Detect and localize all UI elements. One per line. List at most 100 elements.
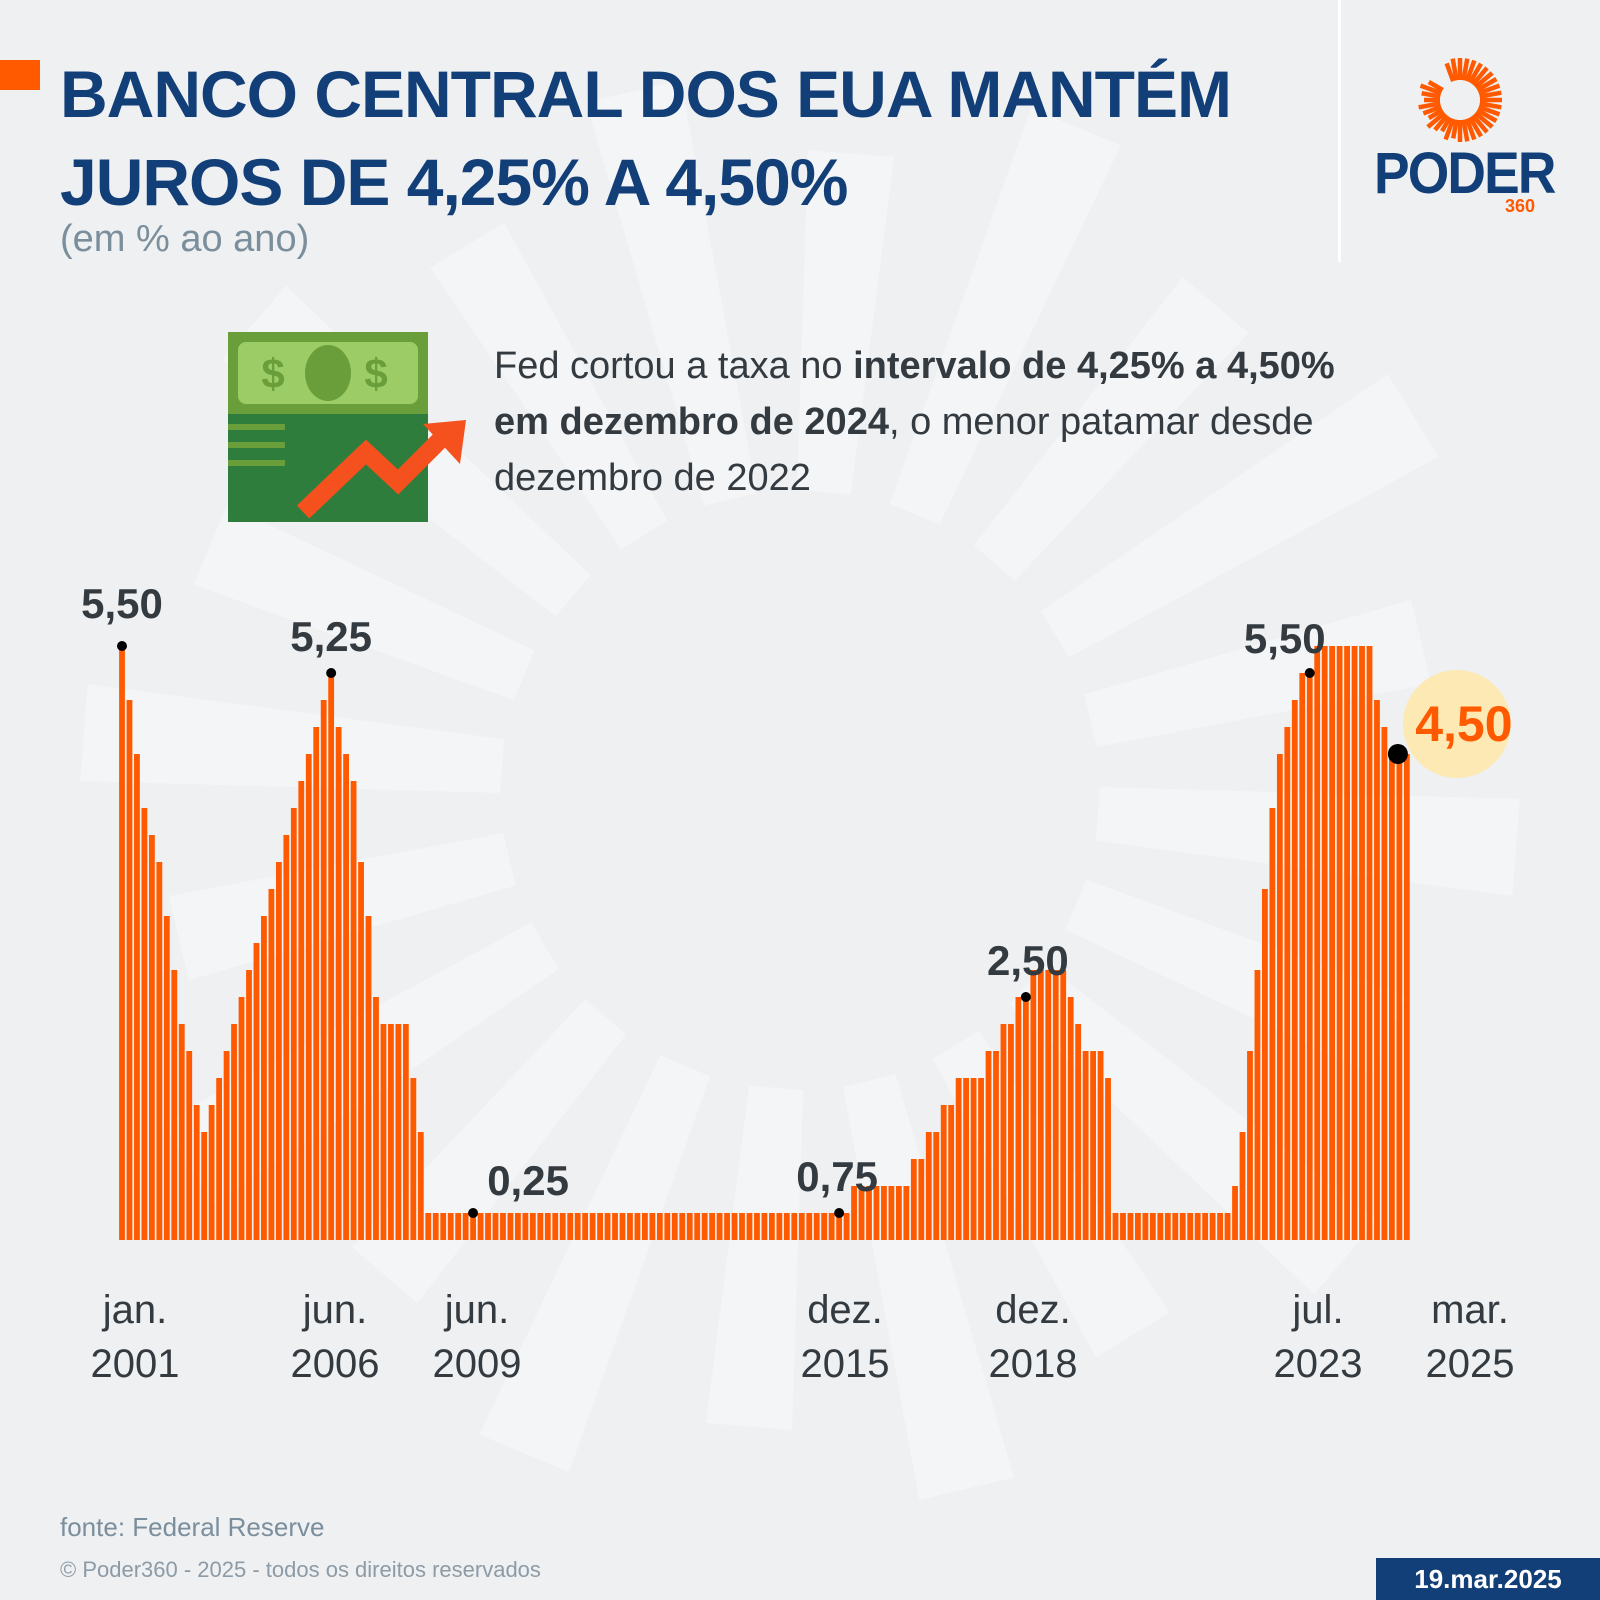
bar xyxy=(1202,1213,1209,1240)
bar xyxy=(373,997,379,1240)
bar xyxy=(1269,808,1276,1240)
bar xyxy=(1224,1213,1231,1240)
bar xyxy=(343,754,349,1240)
bar xyxy=(507,1213,514,1240)
logo-number: 360 xyxy=(1505,196,1536,216)
bar xyxy=(1037,970,1044,1240)
bar xyxy=(1090,1051,1096,1240)
bar xyxy=(1403,754,1410,1240)
logo-ray xyxy=(1450,58,1459,81)
logo-ray xyxy=(1443,118,1456,141)
data-label: 5,50 xyxy=(1244,615,1326,662)
bar xyxy=(134,754,140,1240)
logo-ray xyxy=(1419,83,1442,96)
bar xyxy=(320,700,327,1240)
data-label: 5,50 xyxy=(81,580,163,627)
logo-ray xyxy=(1444,62,1456,82)
bar xyxy=(1291,700,1298,1240)
x-tick-year: 2025 xyxy=(1426,1342,1515,1386)
bar xyxy=(1262,889,1268,1240)
bar xyxy=(1187,1213,1194,1240)
bar xyxy=(1149,1213,1156,1240)
data-label: 0,25 xyxy=(487,1157,569,1204)
bar xyxy=(634,1213,641,1240)
bar xyxy=(604,1213,611,1240)
background-ray xyxy=(973,276,1249,581)
annotation-note: Fed cortou a taxa no intervalo de 4,25% … xyxy=(494,338,1394,506)
bar xyxy=(193,1105,200,1240)
bar xyxy=(836,1213,843,1240)
bar xyxy=(275,862,282,1240)
data-marker xyxy=(468,1208,479,1218)
bar xyxy=(970,1078,977,1240)
bar xyxy=(1381,727,1388,1240)
page-title: BANCO CENTRAL DOS EUA MANTÉM JUROS DE 4,… xyxy=(60,50,1232,226)
bar xyxy=(253,943,260,1240)
copyright: © Poder360 - 2025 - todos os direitos re… xyxy=(60,1557,541,1582)
data-label: 2,50 xyxy=(987,937,1069,984)
bar xyxy=(724,1213,730,1240)
bar xyxy=(866,1186,872,1240)
bar xyxy=(1366,646,1373,1240)
bar xyxy=(1157,1213,1164,1240)
logo-ray xyxy=(1476,108,1498,123)
bar xyxy=(283,835,290,1240)
bar xyxy=(268,889,275,1240)
bar xyxy=(126,700,133,1240)
bar xyxy=(709,1213,716,1240)
sunburst-icon xyxy=(1418,58,1502,142)
bar xyxy=(1232,1186,1238,1240)
logo-ray xyxy=(1478,83,1501,96)
source-note: fonte: Federal Reserve xyxy=(60,1512,325,1542)
logo-ray xyxy=(1468,116,1483,138)
bar xyxy=(201,1132,208,1240)
bar xyxy=(544,1213,551,1240)
bar xyxy=(171,970,178,1240)
bar xyxy=(851,1186,857,1240)
bar xyxy=(462,1213,469,1240)
logo-ray xyxy=(1473,71,1494,89)
bar xyxy=(679,1213,686,1240)
bar xyxy=(1247,1051,1253,1240)
bar xyxy=(559,1213,566,1240)
bar xyxy=(515,1213,521,1240)
logo-ray xyxy=(1427,80,1444,92)
bar xyxy=(1194,1213,1201,1240)
bar xyxy=(455,1213,462,1240)
bar xyxy=(649,1213,656,1240)
background-ray xyxy=(80,684,505,793)
header-divider xyxy=(1338,0,1341,262)
bar xyxy=(500,1213,506,1240)
bar xyxy=(1022,997,1029,1240)
bar xyxy=(141,808,148,1240)
data-marker xyxy=(1304,668,1315,678)
background-ray xyxy=(430,222,668,550)
x-tick-year: 2018 xyxy=(989,1342,1078,1386)
data-label-highlight: 4,50 xyxy=(1415,696,1512,752)
bar xyxy=(1135,1213,1141,1240)
bar xyxy=(918,1159,925,1240)
date-badge: 19.mar.2025 xyxy=(1376,1558,1600,1600)
bar xyxy=(552,1213,559,1240)
bar xyxy=(985,1051,992,1240)
bar xyxy=(746,1213,753,1240)
x-tick-month: dez. xyxy=(807,1288,883,1332)
bar xyxy=(582,1213,589,1240)
bar xyxy=(716,1213,723,1240)
bar xyxy=(1344,646,1350,1240)
bar xyxy=(627,1213,633,1240)
bar xyxy=(1374,700,1380,1240)
logo-ray xyxy=(1478,104,1501,117)
bar xyxy=(761,1213,768,1240)
logo-ray xyxy=(1440,116,1452,133)
bar xyxy=(1179,1213,1186,1240)
bar xyxy=(955,1078,962,1240)
bar xyxy=(1015,997,1022,1240)
bar xyxy=(881,1186,887,1240)
logo-ray xyxy=(1427,108,1444,120)
bar xyxy=(858,1186,865,1240)
bar xyxy=(597,1213,603,1240)
background-ray xyxy=(797,150,895,495)
bar xyxy=(1209,1213,1216,1240)
